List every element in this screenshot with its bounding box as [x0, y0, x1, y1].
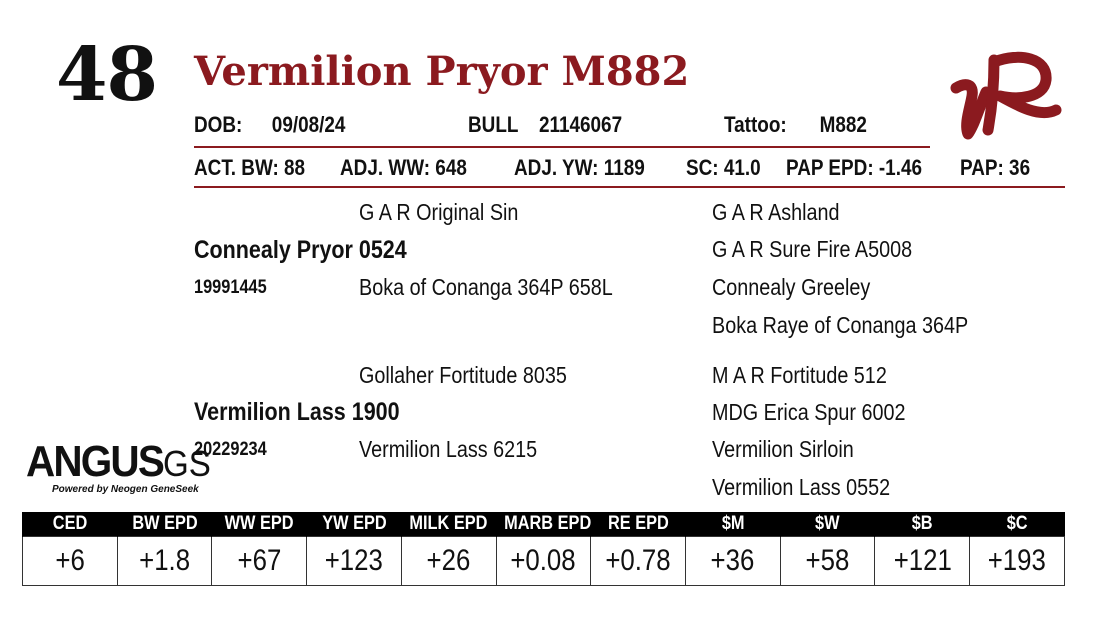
epd-value-yw: +123	[306, 536, 402, 586]
epd-header-bw: BW EPD	[116, 512, 212, 537]
epd-header-ced: CED	[22, 512, 118, 537]
epd-header-c: $C	[969, 512, 1065, 537]
pap-epd: PAP EPD: -1.46	[786, 155, 923, 180]
epd-value-b: +121	[874, 536, 971, 586]
scrotal-circumference: SC: 41.0	[686, 155, 761, 180]
dob-value: 09/08/24	[271, 112, 346, 137]
dam-dam-dam: Vermilion Lass 0552	[712, 474, 891, 500]
epd-header-ww: WW EPD	[211, 512, 307, 537]
adjusted-weaning-weight: ADJ. WW: 648	[340, 155, 467, 180]
sire-sire-sire: G A R Ashland	[712, 199, 840, 225]
tattoo-value: M882	[819, 112, 867, 137]
dam-registration: 20229234	[194, 439, 267, 460]
vr-brand-logo	[950, 51, 1062, 140]
epd-header-w: $W	[779, 512, 875, 537]
dam-sire: Gollaher Fortitude 8035	[359, 362, 567, 388]
epd-value-m: +36	[685, 536, 781, 586]
divider-line	[194, 186, 1065, 188]
sire-sire: G A R Original Sin	[359, 199, 519, 225]
adjusted-yearling-weight: ADJ. YW: 1189	[514, 155, 645, 180]
pap-value: PAP: 36	[960, 155, 1031, 180]
sire-dam-dam: Boka Raye of Conanga 364P	[712, 312, 969, 338]
dam-sire-dam: MDG Erica Spur 6002	[712, 399, 906, 425]
sire-dam: Boka of Conanga 364P 658L	[359, 274, 613, 300]
epd-table: CED BW EPD WW EPD YW EPD MILK EPD MARB E…	[22, 512, 1065, 586]
sire-dam-sire: Connealy Greeley	[712, 274, 871, 300]
sire-sire-dam: G A R Sure Fire A5008	[712, 236, 913, 262]
epd-header-b: $B	[874, 512, 970, 537]
divider-line	[194, 146, 930, 148]
epd-header-milk: MILK EPD	[400, 512, 497, 537]
sex-label: BULL	[468, 112, 519, 137]
epd-header-marb: MARB EPD	[495, 512, 591, 537]
epd-value-w: +58	[779, 536, 876, 586]
dam-name: Vermilion Lass 1900	[194, 398, 400, 426]
epd-value-milk: +26	[400, 536, 497, 586]
logo-main-text: ANGUS	[26, 437, 165, 486]
epd-value-c: +193	[969, 536, 1065, 586]
epd-value-ww: +67	[211, 536, 308, 586]
epd-value-marb: +0.08	[495, 536, 592, 586]
tattoo-label: Tattoo:	[724, 112, 787, 137]
epd-header-yw: YW EPD	[306, 512, 402, 537]
dob-label: DOB:	[194, 112, 243, 137]
dam-dam: Vermilion Lass 6215	[359, 436, 538, 462]
animal-name: Vermilion Pryor M882	[194, 48, 690, 95]
dam-dam-sire: Vermilion Sirloin	[712, 436, 854, 462]
sire-name: Connealy Pryor 0524	[194, 236, 407, 264]
epd-header-row: CED BW EPD WW EPD YW EPD MILK EPD MARB E…	[22, 512, 1065, 537]
lot-number: 48	[56, 32, 158, 118]
dam-sire-sire: M A R Fortitude 512	[712, 362, 887, 388]
registration-number: 21146067	[538, 112, 623, 137]
epd-header-re: RE EPD	[590, 512, 686, 537]
logo-tagline: Powered by Neogen GeneSeek	[52, 484, 199, 495]
sire-registration: 19991445	[194, 277, 267, 298]
actual-birth-weight: ACT. BW: 88	[194, 155, 306, 180]
logo-suffix-text: GS	[162, 443, 211, 484]
epd-value-bw: +1.8	[116, 536, 213, 586]
epd-header-m: $M	[685, 512, 781, 537]
epd-value-row: +6 +1.8 +67 +123 +26 +0.08 +0.78 +36 +58…	[22, 536, 1065, 586]
epd-value-re: +0.78	[590, 536, 687, 586]
epd-value-ced: +6	[22, 536, 118, 586]
angus-gs-logo: ANGUSGS	[26, 440, 211, 484]
